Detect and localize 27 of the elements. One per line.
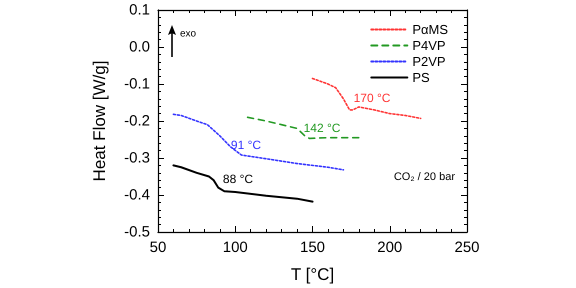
y-tick-label: 0.0 xyxy=(129,38,150,56)
legend-label: PS xyxy=(412,70,430,85)
legend-label: PαMS xyxy=(412,22,448,37)
y-tick-label: -0.3 xyxy=(124,150,150,166)
line-series xyxy=(246,116,360,140)
y-tick-label: -0.5 xyxy=(124,224,150,240)
y-axis-title: Heat Flow [W/g] xyxy=(90,60,109,182)
legend-label: P2VP xyxy=(412,54,446,69)
line-series xyxy=(172,114,344,171)
annotation: 91 °C xyxy=(230,138,262,152)
y-tick-label: -0.1 xyxy=(124,76,150,92)
x-axis-title: T [°C] xyxy=(290,265,334,284)
line-series xyxy=(172,164,314,203)
y-tick-label: -0.2 xyxy=(124,112,150,130)
x-tick-label: 50 xyxy=(150,239,166,256)
x-tick-label: 150 xyxy=(300,239,326,256)
x-tick-label: 250 xyxy=(454,239,480,256)
y-tick-label: -0.4 xyxy=(124,186,150,204)
annotation: CO₂ / 20 bar xyxy=(394,171,456,183)
x-tick-label: 100 xyxy=(222,239,248,256)
annotation: exo xyxy=(180,28,197,40)
annotation: 142 °C xyxy=(304,121,341,135)
y-tick-label: 0.1 xyxy=(129,2,150,18)
legend-label: P4VP xyxy=(412,38,446,53)
annotation: 170 °C xyxy=(354,91,391,105)
annotation: 88 °C xyxy=(222,172,254,186)
x-tick-label: 200 xyxy=(377,239,402,256)
